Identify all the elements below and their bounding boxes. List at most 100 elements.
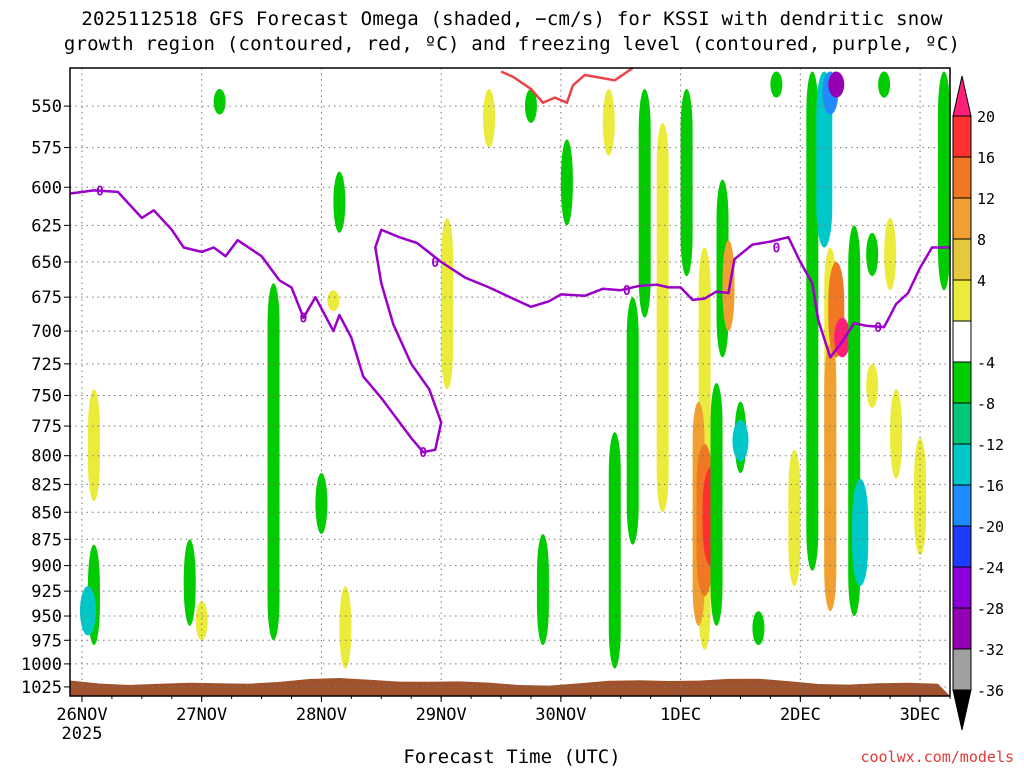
omega-region-21 xyxy=(680,88,693,277)
omega-shading xyxy=(70,71,950,696)
y-tick-label-13: 875 xyxy=(31,530,62,550)
freezing-level-label-2: 0 xyxy=(431,256,439,271)
colorbar-tick-label-7: -12 xyxy=(977,436,1004,454)
x-tick-label-3: 29NOV xyxy=(416,705,467,725)
omega-region-32 xyxy=(752,611,765,646)
colorbar-tick-label-6: -8 xyxy=(977,395,995,413)
omega-region-49 xyxy=(890,389,903,479)
x-tick-label-4: 30NOV xyxy=(535,705,586,725)
omega-region-10 xyxy=(327,290,340,311)
omega-region-19 xyxy=(638,88,651,318)
omega-region-6 xyxy=(267,283,280,641)
x-tick-label-6: 2DEC xyxy=(780,705,821,725)
colorbar-tick-label-0: 20 xyxy=(977,108,995,126)
colorbar-segment-6 xyxy=(952,361,972,404)
y-tick-label-8: 750 xyxy=(31,386,62,406)
colorbar-tick-label-2: 12 xyxy=(977,190,995,208)
grid xyxy=(70,68,950,696)
omega-region-9 xyxy=(339,586,352,669)
omega-region-12 xyxy=(483,88,496,148)
colorbar-segment-8 xyxy=(952,443,972,486)
axes: 550 575 600 625 650 675 700 725 750 775 800 825 850 8… xyxy=(21,97,951,744)
omega-region-4 xyxy=(195,601,208,641)
colorbar-tick-label-1: 16 xyxy=(977,149,995,167)
freezing-level-label-0: 0 xyxy=(96,184,104,199)
colorbar-segment-2 xyxy=(952,197,972,240)
freezing-level-label-5: 0 xyxy=(772,241,780,256)
plot-frame xyxy=(69,67,951,697)
dendritic-zone-line xyxy=(500,68,634,105)
y-tick-label-9: 775 xyxy=(31,417,62,437)
freezing-level-line xyxy=(70,189,950,454)
x-tick-label-2: 28NOV xyxy=(296,705,347,725)
y-tick-label-14: 900 xyxy=(31,557,62,577)
colorbar-tick-label-3: 8 xyxy=(977,231,986,249)
omega-region-38 xyxy=(828,71,845,98)
y-tick-label-16: 950 xyxy=(31,607,62,627)
omega-region-31 xyxy=(732,420,749,462)
omega-region-15 xyxy=(560,139,573,226)
omega-region-11 xyxy=(441,217,454,390)
colorbar-tick-label-10: -24 xyxy=(977,559,1004,577)
y-tick-label-6: 700 xyxy=(31,322,62,342)
omega-region-45 xyxy=(866,232,879,277)
omega-region-50 xyxy=(914,438,927,556)
freezing-level-label-6: 0 xyxy=(874,321,882,336)
omega-region-33 xyxy=(770,71,783,98)
colorbar-bottom-arrow xyxy=(952,689,972,731)
omega-region-42 xyxy=(834,317,851,358)
omega-region-26 xyxy=(710,382,723,626)
y-tick-label-19: 1025 xyxy=(21,678,62,698)
y-tick-label-2: 600 xyxy=(31,178,62,198)
x-tick-label-0: 26NOV xyxy=(56,705,107,725)
y-tick-label-15: 925 xyxy=(31,582,62,602)
colorbar-segment-0 xyxy=(952,115,972,158)
omega-region-16 xyxy=(602,88,615,156)
freezing-level-label-4: 0 xyxy=(623,284,631,299)
colorbar-tick-label-9: -20 xyxy=(977,518,1004,536)
colorbar: 20 16 12 8 4 -4 -8 -12 -16 -20 -24 -28 -32 -36 xyxy=(952,75,1004,731)
chart-title-line2: growth region (contoured, red, ºC) and f… xyxy=(63,33,961,55)
colorbar-tick-label-4: 4 xyxy=(977,272,986,290)
x-tick-label-1: 27NOV xyxy=(176,705,227,725)
y-tick-label-4: 650 xyxy=(31,253,62,273)
omega-region-34 xyxy=(788,449,801,587)
x-tick-label-5: 1DEC xyxy=(660,705,701,725)
y-tick-label-3: 625 xyxy=(31,216,62,236)
omega-region-17 xyxy=(608,432,621,669)
omega-region-35 xyxy=(806,71,819,571)
x-year-label: 2025 xyxy=(61,724,102,744)
omega-region-40 xyxy=(824,344,837,612)
colorbar-segment-4 xyxy=(952,279,972,322)
x-tick-label-7: 3DEC xyxy=(900,705,941,725)
freezing-level-label-3: 0 xyxy=(419,446,427,461)
omega-region-18 xyxy=(626,297,639,545)
omega-region-44 xyxy=(852,478,869,587)
freezing-level-label-1: 0 xyxy=(300,312,308,327)
omega-region-2 xyxy=(87,389,100,502)
omega-region-5 xyxy=(213,88,226,115)
colorbar-segment-12 xyxy=(952,607,972,650)
y-tick-label-11: 825 xyxy=(31,475,62,495)
colorbar-top-arrow xyxy=(952,75,972,117)
colorbar-tick-label-13: -36 xyxy=(977,682,1004,700)
colorbar-tick-label-5: -4 xyxy=(977,354,995,372)
chart-title-line1: 2025112518 GFS Forecast Omega (shaded, −… xyxy=(81,8,943,30)
y-tick-label-17: 975 xyxy=(31,631,62,651)
colorbar-segment-5 xyxy=(952,320,972,363)
y-tick-label-12: 850 xyxy=(31,503,62,523)
colorbar-segment-1 xyxy=(952,156,972,199)
colorbar-segment-9 xyxy=(952,484,972,527)
y-tick-label-7: 725 xyxy=(31,355,62,375)
colorbar-segment-10 xyxy=(952,525,972,568)
omega-region-46 xyxy=(878,71,891,98)
omega-region-1 xyxy=(79,586,96,636)
colorbar-segment-7 xyxy=(952,402,972,445)
y-tick-label-1: 575 xyxy=(31,139,62,159)
omega-region-20 xyxy=(656,122,669,513)
omega-region-47 xyxy=(866,363,879,408)
colorbar-tick-label-8: -16 xyxy=(977,477,1004,495)
y-tick-label-5: 675 xyxy=(31,288,62,308)
colorbar-segment-11 xyxy=(952,566,972,609)
